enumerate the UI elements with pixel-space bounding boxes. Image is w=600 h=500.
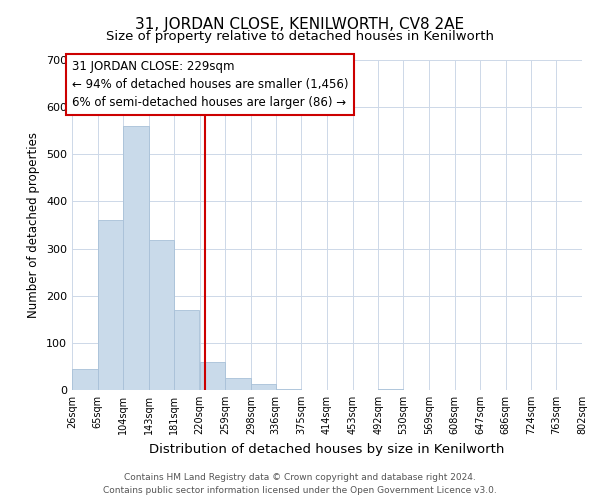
Text: 31 JORDAN CLOSE: 229sqm
← 94% of detached houses are smaller (1,456)
6% of semi-: 31 JORDAN CLOSE: 229sqm ← 94% of detache… xyxy=(72,60,349,109)
Bar xyxy=(582,389,600,390)
Bar xyxy=(199,362,225,390)
Bar xyxy=(123,126,149,390)
Text: Contains HM Land Registry data © Crown copyright and database right 2024.
Contai: Contains HM Land Registry data © Crown c… xyxy=(103,474,497,495)
Bar xyxy=(149,240,174,390)
Bar xyxy=(72,369,98,390)
Bar xyxy=(174,310,199,390)
Bar xyxy=(276,388,301,390)
Bar xyxy=(225,378,251,390)
Text: Size of property relative to detached houses in Kenilworth: Size of property relative to detached ho… xyxy=(106,30,494,43)
X-axis label: Distribution of detached houses by size in Kenilworth: Distribution of detached houses by size … xyxy=(149,442,505,456)
Bar xyxy=(378,389,403,390)
Text: 31, JORDAN CLOSE, KENILWORTH, CV8 2AE: 31, JORDAN CLOSE, KENILWORTH, CV8 2AE xyxy=(136,18,464,32)
Y-axis label: Number of detached properties: Number of detached properties xyxy=(28,132,40,318)
Bar xyxy=(251,384,276,390)
Bar xyxy=(98,220,123,390)
